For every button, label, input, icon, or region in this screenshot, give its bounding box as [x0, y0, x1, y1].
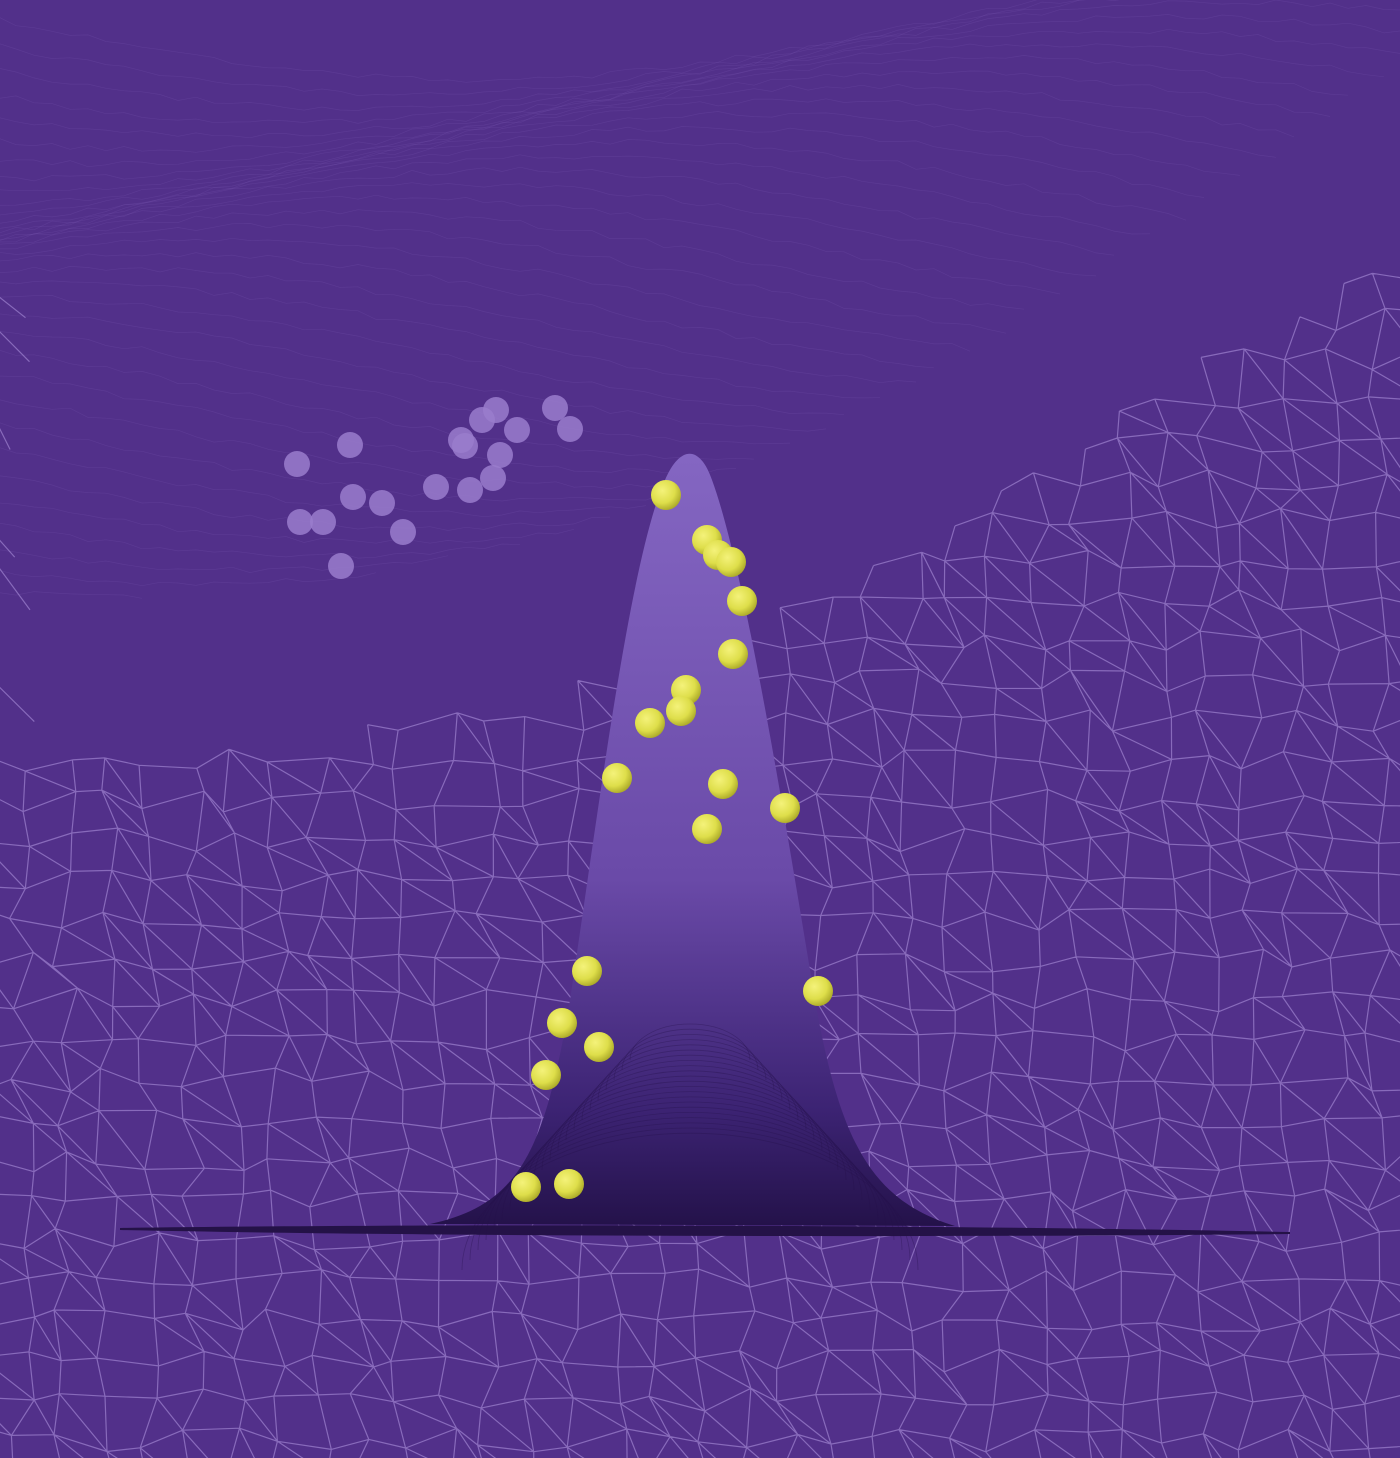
lavender-dot	[287, 509, 313, 535]
yellow-dot	[727, 586, 757, 616]
gaussian-peak	[430, 453, 955, 1271]
yellow-dot	[531, 1060, 561, 1090]
lavender-dot	[452, 433, 478, 459]
yellow-dot	[708, 769, 738, 799]
yellow-dot	[718, 639, 748, 669]
lavender-dot	[337, 432, 363, 458]
yellow-dot	[803, 976, 833, 1006]
wireframe-mesh	[0, 272, 1400, 1458]
lavender-dot	[542, 395, 568, 421]
lavender-dot	[340, 484, 366, 510]
ground-shadow	[120, 1225, 1290, 1237]
mesh-band	[0, 0, 1400, 599]
yellow-dot	[511, 1172, 541, 1202]
yellow-dot	[584, 1032, 614, 1062]
lavender-dot	[423, 474, 449, 500]
yellow-dot	[602, 763, 632, 793]
lavender-dot	[469, 407, 495, 433]
lavender-dot	[487, 442, 513, 468]
lavender-dot-cluster	[284, 395, 583, 579]
yellow-dot	[666, 696, 696, 726]
yellow-dot	[692, 814, 722, 844]
lavender-dot	[310, 509, 336, 535]
yellow-dot	[554, 1169, 584, 1199]
yellow-dot-set	[511, 480, 833, 1202]
yellow-dot	[635, 708, 665, 738]
lavender-dot	[284, 451, 310, 477]
yellow-dot	[716, 547, 746, 577]
lavender-dot	[457, 477, 483, 503]
lavender-dot	[369, 490, 395, 516]
yellow-dot	[770, 793, 800, 823]
yellow-dot	[651, 480, 681, 510]
lavender-dot	[480, 465, 506, 491]
lavender-dot	[328, 553, 354, 579]
lavender-dot	[557, 416, 583, 442]
yellow-dot	[572, 956, 602, 986]
lavender-dot	[390, 519, 416, 545]
lavender-dot	[504, 417, 530, 443]
yellow-dot	[547, 1008, 577, 1038]
